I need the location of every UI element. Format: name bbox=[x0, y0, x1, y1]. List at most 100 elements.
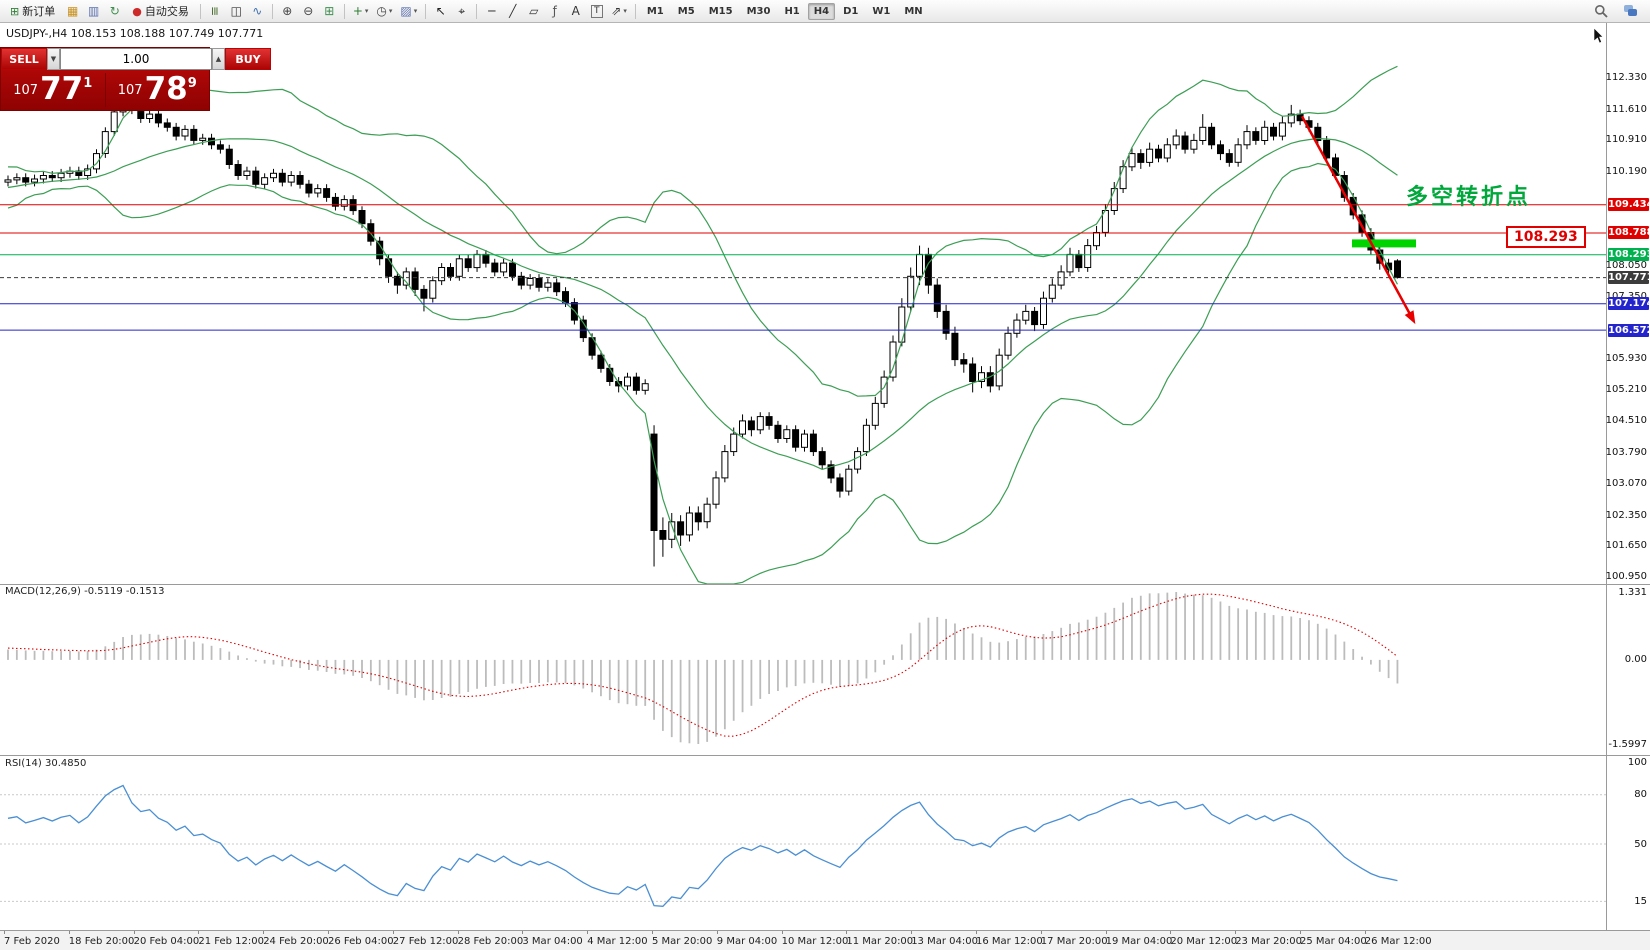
macd-values: -0.5119 -0.1513 bbox=[84, 586, 165, 597]
time-axis-tick bbox=[652, 931, 653, 934]
time-axis-label: 7 Feb 2020 bbox=[4, 936, 60, 947]
time-axis-tick bbox=[1300, 931, 1301, 934]
volume-increase-button[interactable]: ▲ bbox=[212, 48, 225, 70]
timeframe-d1-button[interactable]: D1 bbox=[843, 5, 859, 17]
zoom-in-icon: ⊕ bbox=[282, 4, 293, 18]
time-axis[interactable]: 7 Feb 2020 18 Feb 20:00 20 Feb 04:00 21 Feb… bbox=[0, 930, 1650, 950]
fibonacci-icon: ƒ bbox=[552, 4, 557, 18]
timeframe-mn-button[interactable]: MN bbox=[904, 5, 923, 17]
timeframe-w1-button[interactable]: W1 bbox=[872, 5, 891, 17]
shapes-button[interactable]: ⇗ ▾ bbox=[608, 2, 630, 21]
sell-price-small: 107 bbox=[13, 83, 39, 98]
time-axis-label: 16 Mar 12:00 bbox=[976, 936, 1043, 947]
horizontal-line-button[interactable]: ─ bbox=[482, 2, 501, 21]
time-axis-tick bbox=[4, 931, 5, 934]
time-axis-label: 9 Mar 04:00 bbox=[716, 936, 778, 947]
crosshair-button[interactable]: ⌖ bbox=[452, 2, 471, 21]
channel-button[interactable]: ▱ bbox=[524, 2, 543, 21]
new-order-button[interactable]: ⊞ 新订单 bbox=[4, 2, 61, 21]
price-tag: 107.771 bbox=[1608, 271, 1650, 285]
market-watch-icon: ▦ bbox=[67, 4, 79, 18]
auto-trading-button[interactable]: ● 自动交易 bbox=[126, 2, 195, 21]
tile-windows-button[interactable]: ⊞ bbox=[320, 2, 339, 21]
timeframe-m15-button[interactable]: M15 bbox=[708, 5, 733, 17]
time-axis-label: 27 Feb 12:00 bbox=[392, 936, 459, 947]
navigator-button[interactable]: ▥ bbox=[84, 2, 103, 21]
axis-scale-label: 0.00 bbox=[1624, 654, 1647, 666]
bar-chart-button[interactable]: ≡ bbox=[206, 2, 225, 21]
axis-scale-label: 112.330 bbox=[1605, 72, 1647, 84]
chat-button[interactable] bbox=[1620, 2, 1641, 21]
sell-price-display[interactable]: 107 77 1 bbox=[1, 70, 105, 110]
trade-controls-row: SELL ▼ ▲ BUY bbox=[1, 48, 271, 70]
templates-button[interactable]: ▨ ▾ bbox=[397, 2, 420, 21]
rsi-value: 30.4850 bbox=[44, 758, 87, 769]
timeframe-m30-button[interactable]: M30 bbox=[746, 5, 771, 17]
time-axis-tick bbox=[911, 931, 913, 934]
horizontal-line-icon: ─ bbox=[488, 4, 496, 18]
annotation-text: 多空转折点 bbox=[1406, 185, 1532, 210]
candlestick-chart-button[interactable]: ◫ bbox=[227, 2, 246, 21]
timeframe-h4-button[interactable]: H4 bbox=[807, 2, 836, 20]
axis-scale-label: 102.350 bbox=[1605, 509, 1647, 521]
crosshair-icon: ⌖ bbox=[458, 4, 466, 18]
time-axis-label: 20 Feb 04:00 bbox=[133, 936, 200, 947]
sell-button[interactable]: SELL bbox=[1, 48, 47, 70]
time-axis-tick bbox=[1170, 931, 1172, 934]
time-axis-label: 20 Mar 12:00 bbox=[1170, 936, 1238, 947]
bar-chart-icon: ≡ bbox=[208, 5, 223, 17]
axis-scale-label: 110.910 bbox=[1605, 134, 1647, 146]
new-order-button-label: 新订单 bbox=[22, 5, 56, 18]
axis-scale-label: -1.5997 bbox=[1608, 738, 1647, 750]
market-watch-button[interactable]: ▦ bbox=[63, 2, 82, 21]
sell-price-sup: 1 bbox=[83, 76, 93, 91]
refresh-icon: ↻ bbox=[109, 4, 120, 18]
time-axis-tick bbox=[1235, 931, 1237, 934]
panel-separator[interactable] bbox=[0, 584, 1650, 585]
periods-icon: ◷ bbox=[376, 4, 387, 18]
label-tool-icon: T bbox=[591, 4, 603, 18]
time-axis-label: 21 Feb 12:00 bbox=[198, 936, 264, 947]
indicators-icon: + bbox=[352, 4, 363, 18]
trendline-icon: ╱ bbox=[509, 4, 517, 18]
axis-scale-label: 105.210 bbox=[1605, 384, 1647, 396]
time-axis-label: 28 Feb 20:00 bbox=[457, 936, 524, 947]
macd-indicator-label: MACD(12,26,9) -0.5119 -0.1513 bbox=[5, 586, 165, 597]
text-tool-button[interactable]: A bbox=[566, 2, 585, 21]
cursor-icon: ↖ bbox=[435, 4, 446, 18]
timeframe-m1-button[interactable]: M1 bbox=[646, 5, 664, 17]
time-axis-label: 3 Mar 04:00 bbox=[522, 936, 583, 947]
refresh-button[interactable]: ↻ bbox=[105, 2, 124, 21]
trendline-button[interactable]: ╱ bbox=[503, 2, 522, 21]
time-axis-label: 26 Feb 04:00 bbox=[328, 936, 394, 947]
buy-button[interactable]: BUY bbox=[225, 48, 271, 70]
chart-ohlc-title: USDJPY-,H4 108.153 108.188 107.749 107.7… bbox=[6, 27, 264, 40]
price-axis[interactable]: 112.330 111.610 110.910 110.190 108.050 107.3… bbox=[1606, 23, 1650, 930]
cursor-button[interactable]: ↖ bbox=[431, 2, 450, 21]
text-tool-icon: A bbox=[571, 4, 580, 18]
axis-scale-label: 104.510 bbox=[1605, 415, 1647, 426]
axis-scale-label: 15 bbox=[1634, 895, 1647, 907]
candlestick-chart-icon: ◫ bbox=[230, 4, 242, 18]
search-button[interactable] bbox=[1591, 2, 1611, 21]
navigator-icon: ▥ bbox=[88, 4, 100, 18]
volume-decrease-button[interactable]: ▼ bbox=[47, 48, 60, 70]
zoom-in-button[interactable]: ⊕ bbox=[278, 2, 297, 21]
time-axis-tick bbox=[68, 931, 70, 934]
rsi-name: RSI(14) bbox=[5, 758, 42, 769]
indicators-button[interactable]: + ▾ bbox=[350, 2, 372, 21]
label-tool-button[interactable]: T bbox=[587, 2, 606, 21]
chevron-down-icon: ▾ bbox=[388, 7, 393, 15]
time-axis-tick bbox=[976, 931, 977, 934]
zoom-out-button[interactable]: ⊖ bbox=[299, 2, 318, 21]
periods-button[interactable]: ◷ ▾ bbox=[373, 2, 395, 21]
panel-separator[interactable] bbox=[0, 755, 1650, 756]
timeframe-h1-button[interactable]: H1 bbox=[784, 5, 800, 17]
timeframe-m5-button[interactable]: M5 bbox=[677, 5, 695, 17]
chevron-down-icon: ▾ bbox=[413, 7, 418, 15]
line-chart-button[interactable]: ∿ bbox=[248, 2, 267, 21]
buy-price-display[interactable]: 107 78 9 bbox=[106, 70, 210, 110]
volume-input[interactable] bbox=[60, 48, 212, 70]
fibonacci-button[interactable]: ƒ bbox=[545, 2, 564, 21]
